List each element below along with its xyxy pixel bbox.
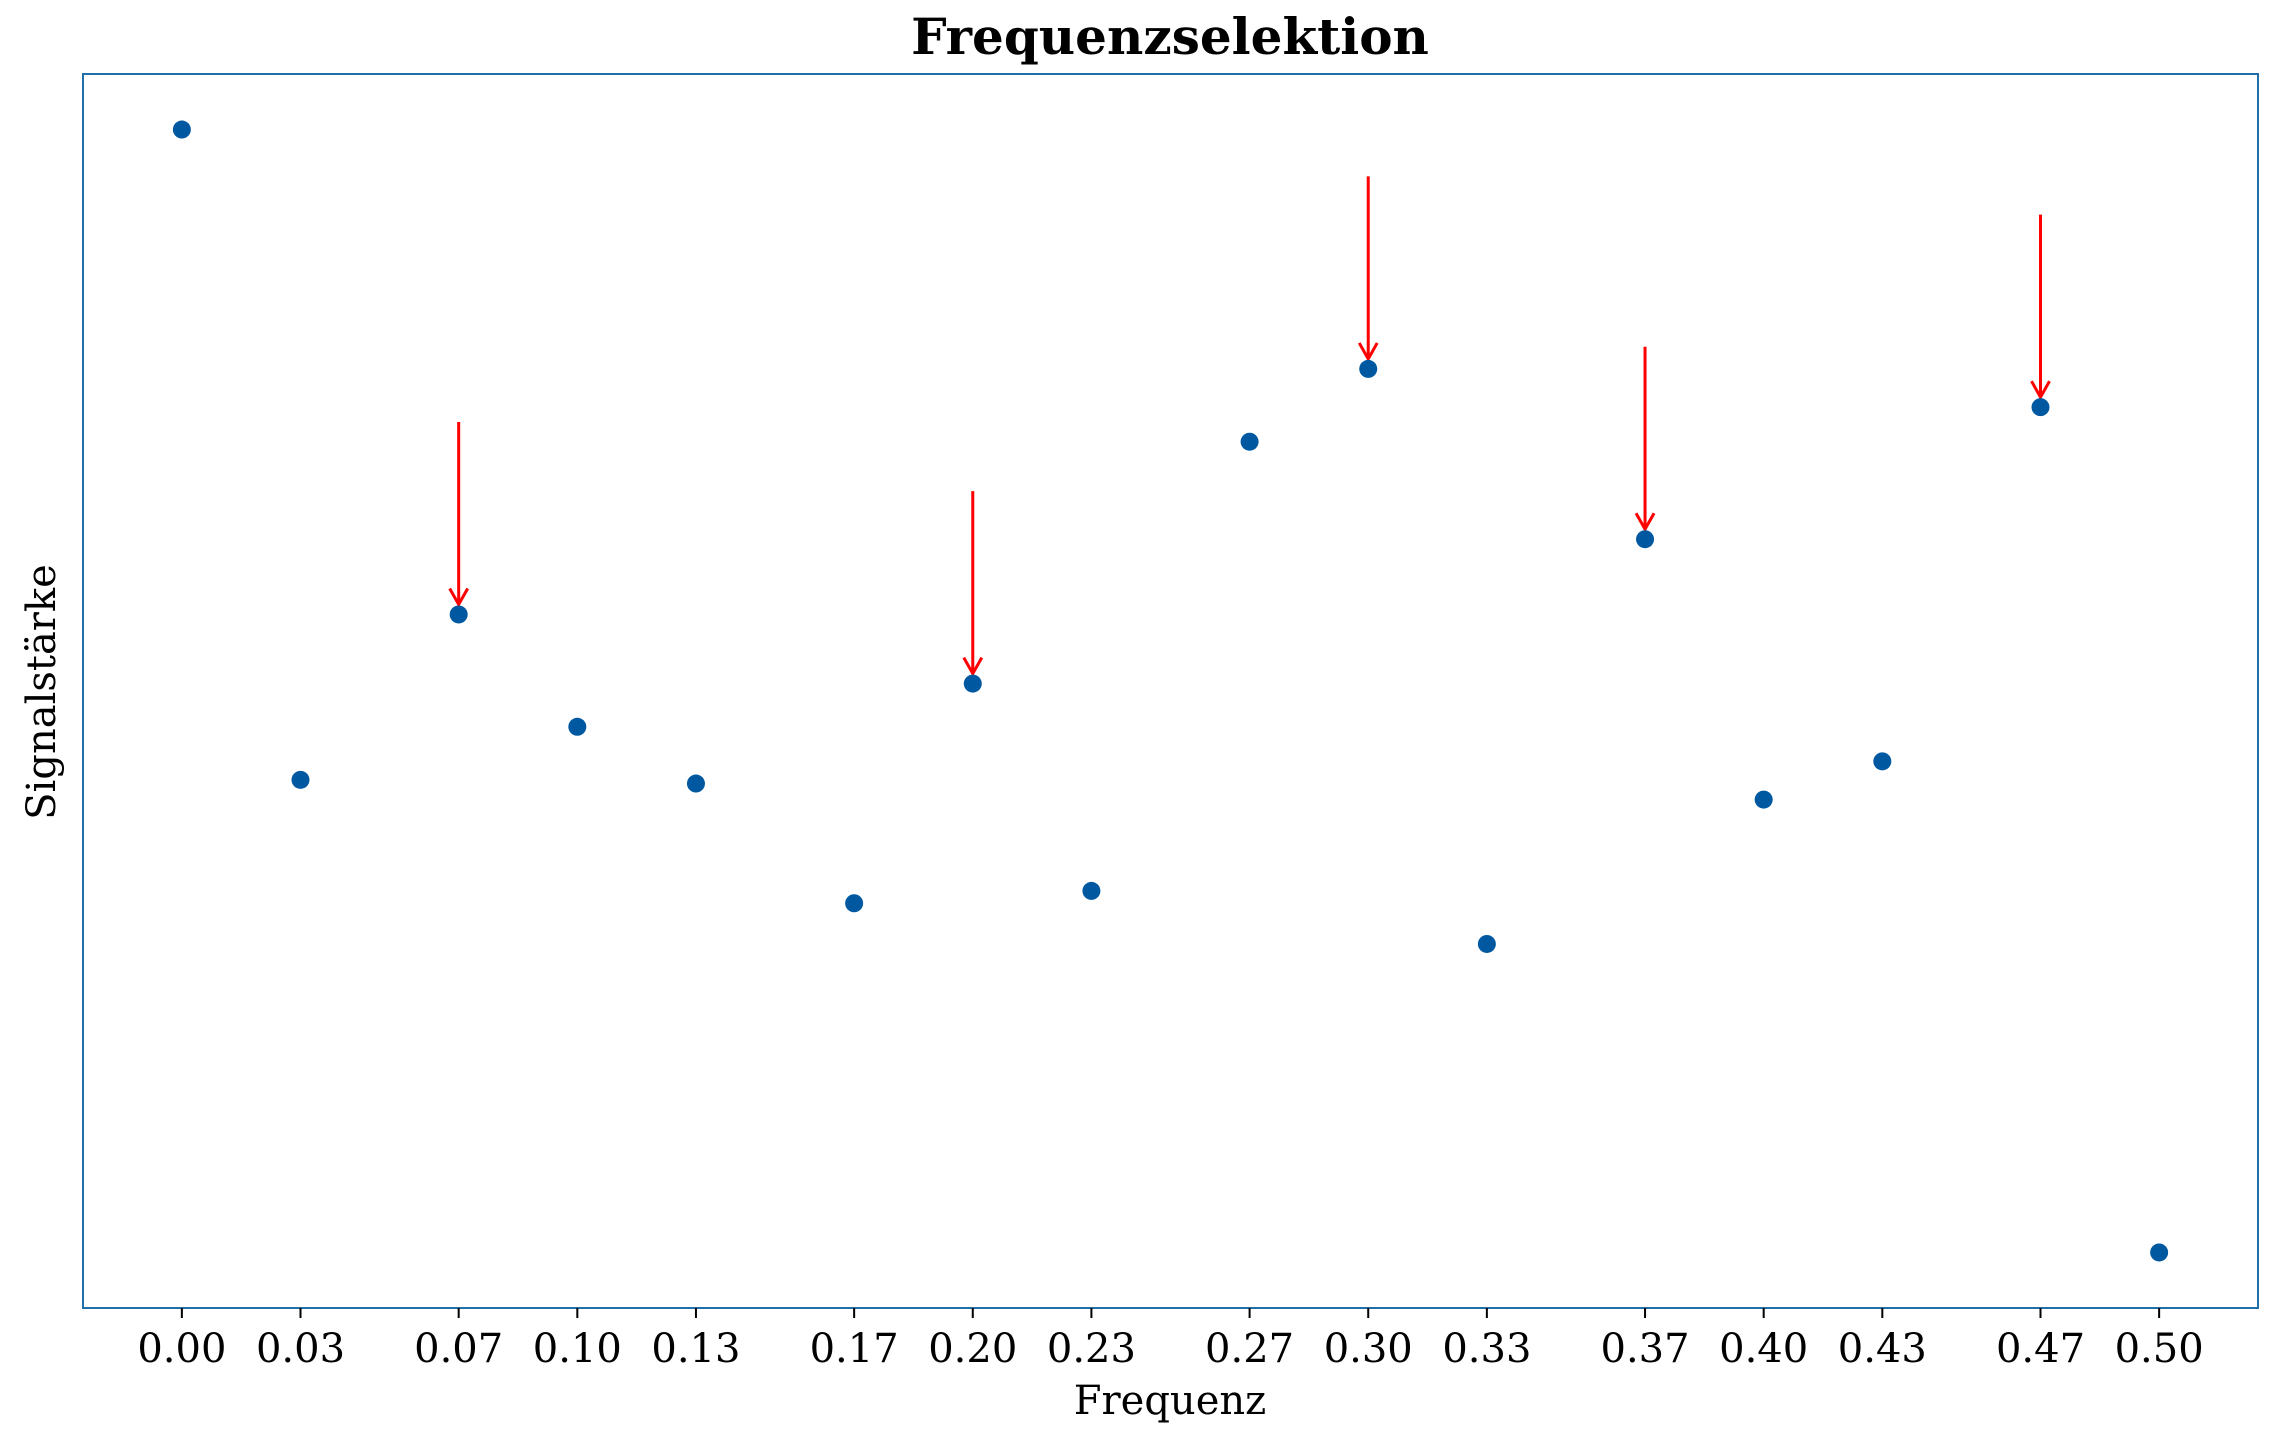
arrow-annotation xyxy=(448,421,469,608)
arrow-annotation xyxy=(1634,346,1656,533)
data-point xyxy=(1873,752,1892,771)
x-tick-label: 0.27 xyxy=(1205,1326,1294,1372)
x-tick-label: 0.17 xyxy=(810,1326,899,1372)
x-tick-label: 0.13 xyxy=(651,1326,740,1372)
arrow-annotation xyxy=(2030,214,2051,401)
data-point xyxy=(686,774,705,793)
x-tick-label: 0.10 xyxy=(533,1326,622,1372)
x-tick-label: 0.50 xyxy=(2115,1326,2204,1372)
x-tick-label: 0.20 xyxy=(928,1326,1017,1372)
data-point xyxy=(1477,934,1496,953)
arrow-head xyxy=(1357,342,1379,362)
arrow-head xyxy=(448,587,469,608)
data-point xyxy=(963,674,982,693)
x-tick-label: 0.30 xyxy=(1324,1326,1413,1372)
x-tick-label: 0.33 xyxy=(1442,1326,1531,1372)
data-point xyxy=(2150,1243,2169,1262)
arrow-head xyxy=(1634,512,1656,533)
data-point xyxy=(568,717,587,736)
data-points xyxy=(172,120,2169,1262)
data-point xyxy=(1636,530,1655,549)
data-point xyxy=(1359,359,1378,378)
data-point xyxy=(845,894,864,913)
data-point xyxy=(1754,790,1773,809)
plot-area-frame xyxy=(82,73,2259,1309)
arrow-head xyxy=(962,656,984,677)
x-tick-label: 0.00 xyxy=(137,1326,226,1372)
data-point xyxy=(1082,881,1101,900)
x-tick-label: 0.07 xyxy=(414,1326,503,1372)
arrow-annotation xyxy=(962,491,984,677)
y-axis-label: Signalstärke xyxy=(19,564,65,820)
data-point xyxy=(1240,432,1259,451)
arrow-annotations xyxy=(448,176,2051,677)
data-point xyxy=(2031,398,2050,417)
data-point xyxy=(172,120,191,139)
x-axis-ticks: 0.00 0.03 0.07 0.10 0.13 0.17 0.20 0.23 0.27 0.30… xyxy=(137,1308,2204,1372)
data-point xyxy=(291,770,310,789)
arrow-annotation xyxy=(1357,176,1379,362)
data-point xyxy=(449,605,468,624)
x-tick-label: 0.40 xyxy=(1719,1326,1808,1372)
x-tick-label: 0.37 xyxy=(1601,1326,1690,1372)
x-tick-label: 0.23 xyxy=(1047,1326,1136,1372)
x-tick-label: 0.03 xyxy=(256,1326,345,1372)
x-axis-label: Frequenz xyxy=(1074,1378,1266,1424)
x-tick-label: 0.47 xyxy=(1996,1326,2085,1372)
x-tick-label: 0.43 xyxy=(1838,1326,1927,1372)
chart-title: Frequenzselektion xyxy=(911,7,1429,66)
arrow-head xyxy=(2030,380,2051,401)
